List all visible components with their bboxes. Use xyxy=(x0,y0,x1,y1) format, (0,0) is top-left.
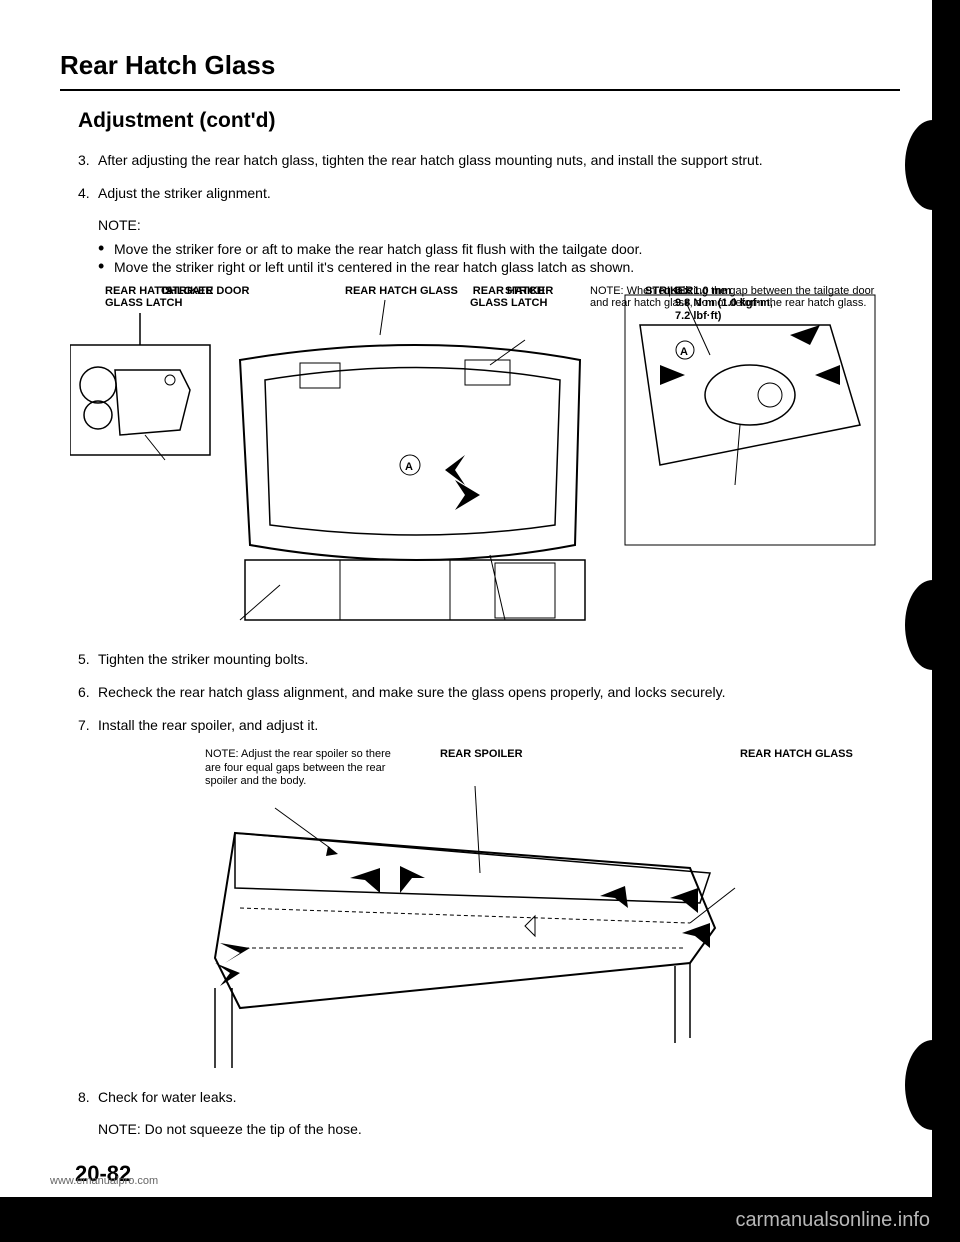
watermark-right: carmanualsonline.info xyxy=(735,1209,930,1232)
step-8: 8. Check for water leaks. xyxy=(78,1088,900,1107)
step-4: 4. Adjust the striker alignment. xyxy=(78,184,900,203)
sub-title: Adjustment (cont'd) xyxy=(78,109,900,133)
step-number: 6. xyxy=(78,683,98,702)
step-text: Adjust the striker alignment. xyxy=(98,184,900,203)
main-title: Rear Hatch Glass xyxy=(60,50,900,81)
step-5: 5. Tighten the striker mounting bolts. xyxy=(78,650,900,669)
bullet-dot: • xyxy=(98,241,114,257)
step-3: 3. After adjusting the rear hatch glass,… xyxy=(78,151,900,170)
step-text: Tighten the striker mounting bolts. xyxy=(98,650,900,669)
diagram-sketch: A A xyxy=(70,285,890,645)
bullet-item: • Move the striker right or left until i… xyxy=(98,259,900,275)
step-text: Install the rear spoiler, and adjust it. xyxy=(98,716,900,735)
bullet-list: • Move the striker fore or aft to make t… xyxy=(98,241,900,275)
step-6: 6. Recheck the rear hatch glass alignmen… xyxy=(78,683,900,702)
step-number: 5. xyxy=(78,650,98,669)
bullet-dot: • xyxy=(98,259,114,275)
step-number: 8. xyxy=(78,1088,98,1107)
step-text: Check for water leaks. xyxy=(98,1088,900,1107)
step-number: 4. xyxy=(78,184,98,203)
diagram-spoiler: NOTE: Adjust the rear spoiler so there a… xyxy=(120,748,900,1078)
bullet-text: Move the striker right or left until it'… xyxy=(114,259,634,275)
step-number: 3. xyxy=(78,151,98,170)
step-7: 7. Install the rear spoiler, and adjust … xyxy=(78,716,900,735)
watermark-left: www.emanualpro.com xyxy=(50,1175,158,1187)
diagram-hatch-assembly: REAR HATCH GLASS LATCH REAR HATCH GLASS … xyxy=(70,285,890,640)
step-text: After adjusting the rear hatch glass, ti… xyxy=(98,151,900,170)
step-number: 7. xyxy=(78,716,98,735)
note-header: NOTE: xyxy=(98,217,900,233)
spoiler-sketch xyxy=(120,748,900,1078)
svg-text:A: A xyxy=(405,461,413,473)
bullet-text: Move the striker fore or aft to make the… xyxy=(114,241,642,257)
step-text: Recheck the rear hatch glass alignment, … xyxy=(98,683,900,702)
final-note: NOTE: Do not squeeze the tip of the hose… xyxy=(98,1121,900,1137)
svg-text:A: A xyxy=(680,346,688,358)
bullet-item: • Move the striker fore or aft to make t… xyxy=(98,241,900,257)
page-content: Rear Hatch Glass Adjustment (cont'd) 3. … xyxy=(0,0,960,1137)
title-rule xyxy=(60,89,900,91)
